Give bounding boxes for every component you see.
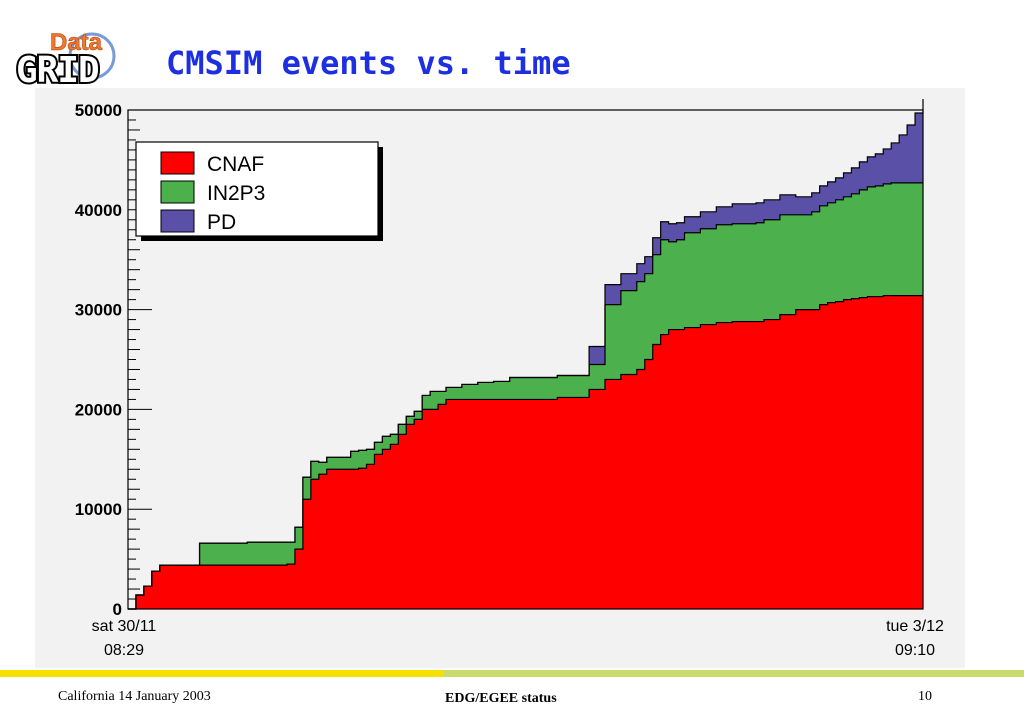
events-chart: 0 10000 20000 30000 40000 50000 sat 30/11 08:29… bbox=[35, 88, 965, 668]
footer-divider-green bbox=[444, 670, 1024, 677]
legend-swatch-cnaf bbox=[160, 151, 195, 175]
footer-location-date: California 14 January 2003 bbox=[58, 689, 211, 704]
legend-swatch-in2p3 bbox=[160, 180, 195, 204]
y-tick-label: 50000 bbox=[75, 101, 122, 120]
legend-label-in2p3: IN2P3 bbox=[207, 182, 265, 205]
y-tick-label: 20000 bbox=[75, 400, 122, 419]
legend-label-pd: PD bbox=[207, 211, 236, 234]
footer-divider-yellow bbox=[0, 670, 444, 677]
series-line-pd bbox=[128, 99, 924, 610]
x-start-time-label: 08:29 bbox=[104, 642, 144, 659]
footer-presentation-title: EDG/EGEE status bbox=[445, 691, 557, 706]
slide-title: CMSIM events vs. time bbox=[166, 44, 571, 82]
chart-container: 0 10000 20000 30000 40000 50000 sat 30/11 08:29… bbox=[35, 88, 965, 668]
x-start-date-label: sat 30/11 bbox=[92, 618, 157, 635]
x-end-time-label: 09:10 bbox=[895, 642, 935, 659]
y-tick-label: 0 bbox=[113, 600, 122, 619]
series-line-cnaf bbox=[128, 295, 923, 610]
datagrid-logo: Data GRID bbox=[14, 28, 158, 93]
x-end-date-label: tue 3/12 bbox=[886, 618, 944, 635]
y-tick-label: 30000 bbox=[75, 301, 122, 320]
area-in2p3 bbox=[128, 182, 923, 609]
logo-bottom-text: GRID bbox=[16, 50, 99, 91]
area-cnaf bbox=[128, 295, 923, 609]
footer-page-number: 10 bbox=[918, 689, 932, 704]
logo-globe bbox=[68, 32, 116, 80]
y-tick-label: 10000 bbox=[75, 500, 122, 519]
logo-top-text: Data bbox=[50, 29, 103, 56]
legend-label-cnaf: CNAF bbox=[207, 153, 264, 176]
legend-swatch-pd bbox=[160, 209, 195, 233]
y-tick-label: 40000 bbox=[75, 201, 122, 220]
